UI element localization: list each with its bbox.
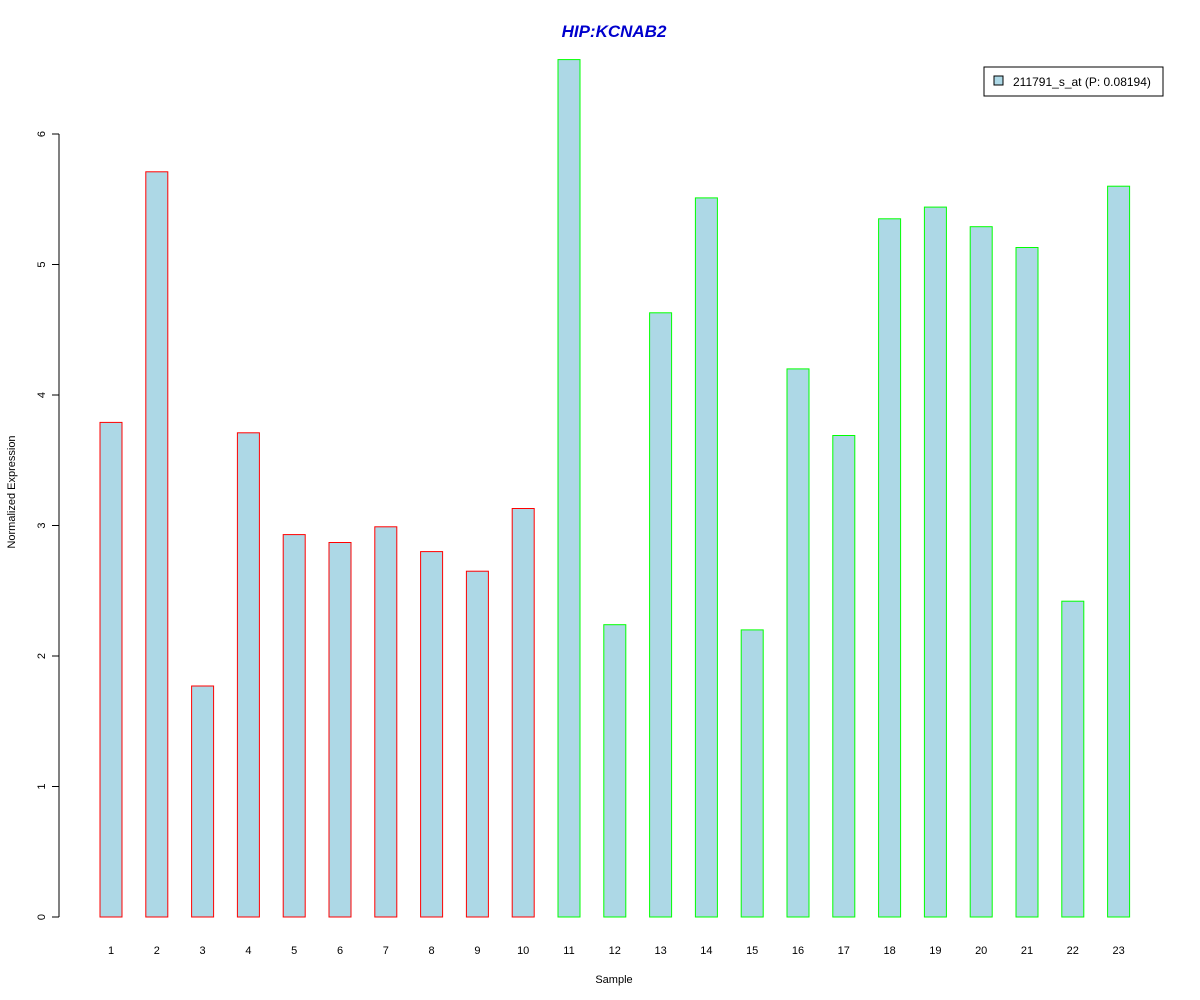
x-axis-tick-label: 9 xyxy=(474,945,480,957)
y-axis-tick-label: 4 xyxy=(36,392,48,398)
x-axis-tick-label: 19 xyxy=(929,945,941,957)
bar-sample-6 xyxy=(328,542,352,918)
y-axis: 0 1 2 3 4 5 6 xyxy=(36,131,60,920)
x-axis-tick-label: 3 xyxy=(200,945,206,957)
x-axis-tick-label: 13 xyxy=(654,945,666,957)
bar-sample-1 xyxy=(99,421,123,918)
x-axis-tick-label: 2 xyxy=(154,945,160,957)
bar-sample-13 xyxy=(649,312,673,918)
x-axis-tick-label: 8 xyxy=(429,945,435,957)
legend: 211791_s_at (P: 0.08194) xyxy=(983,66,1164,97)
bar-sample-11 xyxy=(557,59,581,918)
bar-sample-23 xyxy=(1107,185,1131,918)
chart-title: HIP:KCNAB2 xyxy=(562,22,667,41)
x-axis-tick-label: 16 xyxy=(792,945,804,957)
x-axis-tick-labels: 1 2 3 4 5 6 7 8 9 10 11 12 13 14 15 16 17 18 19 20 21 22 23 xyxy=(108,945,1125,957)
bar-sample-5 xyxy=(282,534,306,918)
y-axis-tick-label: 5 xyxy=(36,261,48,267)
bar-sample-7 xyxy=(374,526,398,918)
bar-sample-15 xyxy=(740,629,764,918)
bar-sample-20 xyxy=(969,226,993,918)
x-axis-tick-label: 17 xyxy=(838,945,850,957)
bar-sample-4 xyxy=(236,432,260,918)
x-axis-tick-label: 21 xyxy=(1021,945,1033,957)
y-axis-tick-label: 2 xyxy=(36,653,48,659)
x-axis-tick-label: 12 xyxy=(609,945,621,957)
bar-sample-22 xyxy=(1061,600,1085,918)
y-axis-tick-label: 0 xyxy=(36,914,48,920)
x-axis-tick-label: 7 xyxy=(383,945,389,957)
bar-sample-3 xyxy=(191,685,215,918)
bar-sample-19 xyxy=(923,206,947,918)
x-axis-tick-label: 4 xyxy=(245,945,251,957)
x-axis-tick-label: 23 xyxy=(1112,945,1124,957)
x-axis-tick-label: 1 xyxy=(108,945,114,957)
legend-label: 211791_s_at (P: 0.08194) xyxy=(1013,75,1151,89)
x-axis-tick-label: 10 xyxy=(517,945,529,957)
x-axis-label: Sample xyxy=(595,974,632,986)
y-axis-tick-label: 3 xyxy=(36,522,48,528)
x-axis-tick-label: 15 xyxy=(746,945,758,957)
x-axis-tick-label: 22 xyxy=(1067,945,1079,957)
x-axis-tick-label: 5 xyxy=(291,945,297,957)
x-axis-tick-label: 20 xyxy=(975,945,987,957)
bar-sample-8 xyxy=(420,551,444,918)
bar-sample-21 xyxy=(1015,247,1039,918)
bar-sample-16 xyxy=(786,368,810,918)
x-axis-tick-label: 11 xyxy=(563,945,574,957)
bar-sample-12 xyxy=(603,624,627,918)
bar-sample-18 xyxy=(878,218,902,918)
y-axis-tick-label: 1 xyxy=(36,783,48,789)
x-axis-tick-label: 18 xyxy=(883,945,895,957)
x-axis-tick-label: 6 xyxy=(337,945,343,957)
legend-box xyxy=(983,66,1164,97)
legend-swatch xyxy=(993,75,1004,86)
x-axis-tick-label: 14 xyxy=(700,945,712,957)
bar-sample-17 xyxy=(832,435,856,918)
bar-sample-2 xyxy=(145,171,169,918)
bar-sample-10 xyxy=(511,508,535,918)
bar-sample-9 xyxy=(465,570,489,918)
bars xyxy=(99,59,1131,918)
y-axis-label: Normalized Expression xyxy=(6,435,18,548)
y-axis-tick-label: 6 xyxy=(36,131,48,137)
bar-sample-14 xyxy=(694,197,718,918)
